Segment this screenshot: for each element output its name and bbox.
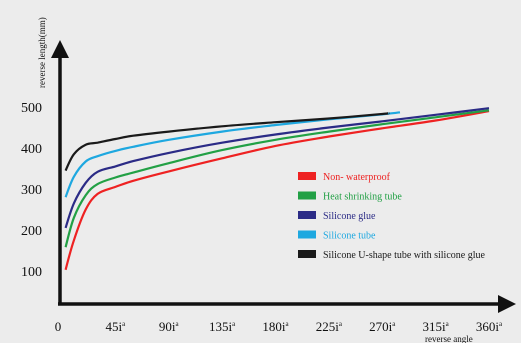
- legend-swatch: [298, 172, 316, 180]
- x-tick-label: 225ia: [316, 319, 343, 334]
- y-axis-arrow-icon: [51, 40, 69, 58]
- legend-label: Heat shrinking tube: [323, 192, 402, 203]
- y-tick-label: 500: [21, 101, 42, 116]
- x-tick-label: 45ia: [106, 319, 127, 334]
- y-tick-label: 100: [21, 265, 42, 280]
- series-line: [64, 110, 490, 271]
- x-axis: [58, 295, 516, 313]
- legend: Non- waterproof Heat shrinking tube Silico…: [298, 172, 485, 261]
- legend-swatch: [298, 211, 316, 219]
- legend-label: Silicone U-shape tube with silicone glue: [323, 250, 485, 261]
- x-tick-label: 360ia: [476, 319, 503, 334]
- series-lines: [64, 107, 490, 271]
- x-tick-label: 135ia: [209, 319, 236, 334]
- y-axis-title: reverse length(mm): [37, 17, 47, 88]
- x-tick-label: 180ia: [262, 319, 289, 334]
- series-line: [64, 107, 490, 229]
- x-tick-label: 270ia: [369, 319, 396, 334]
- x-axis-arrow-icon: [498, 295, 516, 313]
- series-line: [64, 112, 390, 172]
- y-axis: [51, 40, 69, 304]
- legend-swatch: [298, 250, 316, 258]
- x-tick-label: 315ia: [423, 319, 450, 334]
- x-tick-labels: 0 45ia 90ia 135ia 180ia 225ia 270ia 315ia 360ia: [55, 319, 503, 334]
- legend-label: Silicone glue: [323, 211, 376, 222]
- legend-swatch: [298, 230, 316, 239]
- x-axis-title: reverse angle: [425, 334, 473, 343]
- legend-label: Non- waterproof: [323, 172, 391, 183]
- x-tick-label: 90ia: [159, 319, 180, 334]
- series-line: [64, 109, 490, 248]
- x-tick-label: 0: [55, 319, 62, 334]
- y-tick-label: 400: [21, 142, 42, 157]
- y-tick-label: 200: [21, 224, 42, 239]
- y-tick-labels: 100 200 300 400 500: [21, 101, 42, 280]
- legend-label: Silicone tube: [323, 231, 376, 242]
- legend-swatch: [298, 191, 316, 200]
- y-tick-label: 300: [21, 183, 42, 198]
